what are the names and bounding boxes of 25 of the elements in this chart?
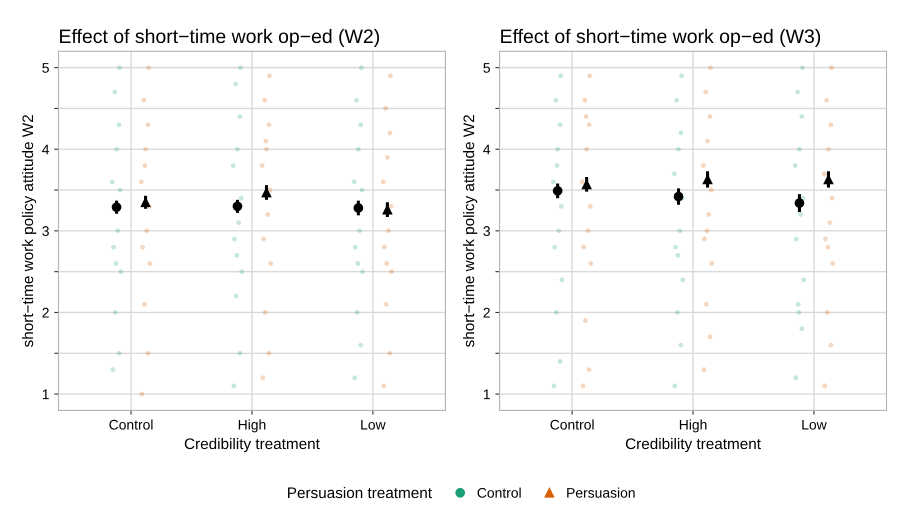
chart-title: Effect of short−time work op−ed (W3): [501, 28, 820, 47]
y-tick-label: 3: [483, 226, 490, 236]
y-tick-label: 1: [484, 390, 490, 400]
x-tick-label: Control: [109, 419, 153, 430]
x-tick-label: Low: [802, 420, 827, 430]
legend-title: Persuasion treatment: [288, 486, 432, 498]
legend-label: Control: [478, 488, 521, 498]
y-tick-label: 3: [42, 226, 49, 236]
x-tick-label: Control: [550, 419, 594, 430]
y-tick-label: 2: [484, 308, 490, 318]
y-tick-label: 1: [42, 390, 49, 400]
x-tick-label: High: [680, 419, 706, 432]
x-tick-label: High: [238, 419, 266, 432]
y-axis-title: short−time work policy attitude W2: [22, 115, 36, 347]
y-tick-label: 5: [483, 63, 490, 73]
y-tick-label: 5: [42, 63, 49, 73]
y-tick-label: 4: [42, 144, 50, 154]
y-axis-title: short−time work policy attitude W2: [463, 115, 478, 347]
legend-label: Persuasion: [567, 488, 635, 498]
x-axis-title: Credibility treatment: [626, 438, 761, 452]
y-tick-label: 2: [42, 308, 49, 318]
chart-title: Effect of short−time work op−ed (W2): [60, 28, 379, 47]
y-tick-label: 4: [483, 144, 490, 154]
x-axis-title: Credibility treatment: [184, 438, 320, 452]
x-tick-label: Low: [361, 420, 386, 430]
